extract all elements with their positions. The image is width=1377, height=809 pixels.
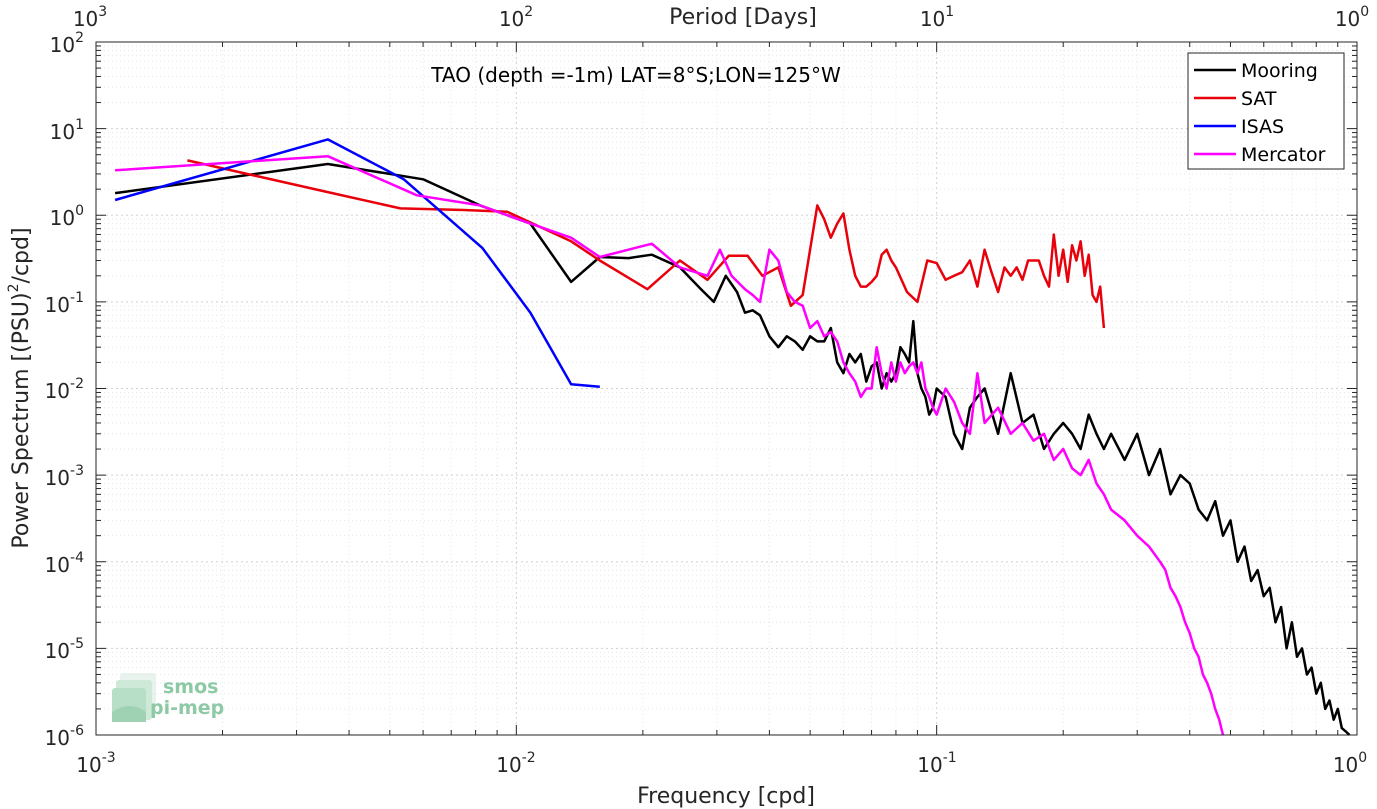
y-tick-label: 102 xyxy=(50,30,84,57)
legend-entry-sat: SAT xyxy=(1194,88,1277,110)
x-axis-label: Frequency [cpd] xyxy=(637,784,815,809)
watermark-line1: smos xyxy=(163,676,218,698)
y-tick-label: 101 xyxy=(50,117,84,144)
top-tick-labels: 103 102 101 100 xyxy=(73,4,1369,31)
y-tick-labels: 102 101 100 10-1 10-2 10-3 10-4 10-5 10-… xyxy=(45,30,85,750)
y-axis-label: Power Spectrum [(PSU)2/cpd] xyxy=(6,227,34,548)
smos-logo-icon xyxy=(112,673,156,722)
series-line-isas xyxy=(114,138,600,388)
series-line-mercator xyxy=(115,154,1225,736)
series-line-sat xyxy=(187,159,1106,329)
legend-label: Mercator xyxy=(1241,144,1326,166)
y-tick-label: 10-2 xyxy=(45,376,84,403)
y-tick-label: 10-1 xyxy=(45,290,84,317)
y-tick-label: 10-4 xyxy=(45,550,85,577)
y-tick-label: 100 xyxy=(50,203,84,230)
y-tick-label: 10-6 xyxy=(45,723,85,750)
legend-label: ISAS xyxy=(1241,116,1284,138)
legend-box xyxy=(1187,52,1345,170)
legend: Mooring SAT ISAS Mercator xyxy=(1187,52,1345,170)
y-tick-label: 10-5 xyxy=(45,636,84,663)
smos-pimep-watermark: smos pi-mep xyxy=(112,673,224,722)
top-tick-label: 103 xyxy=(73,4,107,31)
top-axis-label: Period [Days] xyxy=(669,5,817,30)
top-tick-label: 100 xyxy=(1335,4,1369,31)
watermark-line2: pi-mep xyxy=(150,697,224,719)
legend-entry-mercator: Mercator xyxy=(1194,144,1326,166)
series-layer xyxy=(114,138,1351,736)
tick-marks xyxy=(95,42,1357,736)
legend-entry-isas: ISAS xyxy=(1194,116,1284,138)
legend-label: Mooring xyxy=(1241,60,1318,82)
legend-label: SAT xyxy=(1241,88,1277,110)
x-tick-label: 100 xyxy=(1333,750,1367,777)
x-tick-labels: 10-3 10-2 10-1 100 xyxy=(76,750,1367,777)
y-tick-label: 10-3 xyxy=(45,463,84,490)
chart-annotation: TAO (depth =-1m) LAT=8°S;LON=125°W xyxy=(430,63,841,87)
top-tick-label: 101 xyxy=(920,4,954,31)
x-tick-label: 10-3 xyxy=(76,750,115,777)
x-tick-label: 10-1 xyxy=(917,750,956,777)
legend-entry-mooring: Mooring xyxy=(1194,60,1318,82)
top-tick-label: 102 xyxy=(499,4,533,31)
x-tick-label: 10-2 xyxy=(496,750,535,777)
